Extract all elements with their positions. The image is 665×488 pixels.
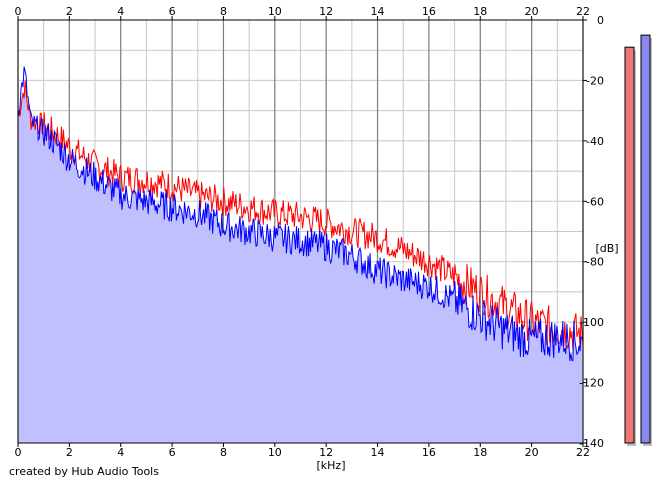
x-tick-label-top: 10	[268, 5, 282, 18]
channel-right-trace	[17, 66, 584, 362]
x-tick-label-bottom: 22	[576, 446, 590, 459]
x-tick-label-bottom: 8	[220, 446, 227, 459]
x-tick-label-top: 8	[220, 5, 227, 18]
x-tick-label-top: 14	[371, 5, 385, 18]
y-tick-label: -80	[586, 256, 604, 269]
y-tick-label: -20	[586, 74, 604, 87]
level-meters	[624, 34, 652, 446]
spectrum-fill	[18, 80, 583, 443]
x-tick-label-top: 4	[117, 5, 124, 18]
y-tick-label: -140	[579, 437, 604, 450]
credit-text: created by Hub Audio Tools	[9, 465, 159, 478]
y-tick-label: -60	[586, 195, 604, 208]
meter-left-bar	[624, 46, 635, 444]
x-tick-label-bottom: 10	[268, 446, 282, 459]
x-tick-label-bottom: 12	[319, 446, 333, 459]
x-tick-label-bottom: 16	[422, 446, 436, 459]
meter-right-bar	[640, 34, 651, 444]
x-tick-label-bottom: 14	[371, 446, 385, 459]
y-tick-label: -40	[586, 135, 604, 148]
plot-frame	[17, 19, 584, 444]
y-axis-label: [dB]	[595, 242, 618, 255]
x-tick-label-bottom: 20	[525, 446, 539, 459]
y-tick-label: -120	[579, 377, 604, 390]
y-tick-label: 0	[597, 14, 604, 27]
x-tick-label-top: 6	[169, 5, 176, 18]
axes: 002244668810101212141416161818202022220-…	[15, 5, 605, 459]
x-axis-label: [kHz]	[317, 459, 346, 472]
x-tick-label-bottom: 18	[473, 446, 487, 459]
x-tick-label-top: 18	[473, 5, 487, 18]
x-tick-label-top: 12	[319, 5, 333, 18]
x-tick-label-bottom: 6	[169, 446, 176, 459]
x-tick-label-top: 2	[66, 5, 73, 18]
plot-area	[17, 66, 584, 443]
y-tick-label: -100	[579, 316, 604, 329]
channel-left-trace	[17, 80, 584, 350]
x-tick-label-bottom: 0	[15, 446, 22, 459]
x-tick-label-bottom: 2	[66, 446, 73, 459]
x-tick-label-top: 16	[422, 5, 436, 18]
x-tick-label-top: 0	[15, 5, 22, 18]
x-tick-label-top: 22	[576, 5, 590, 18]
x-tick-label-top: 20	[525, 5, 539, 18]
x-tick-label-bottom: 4	[117, 446, 124, 459]
